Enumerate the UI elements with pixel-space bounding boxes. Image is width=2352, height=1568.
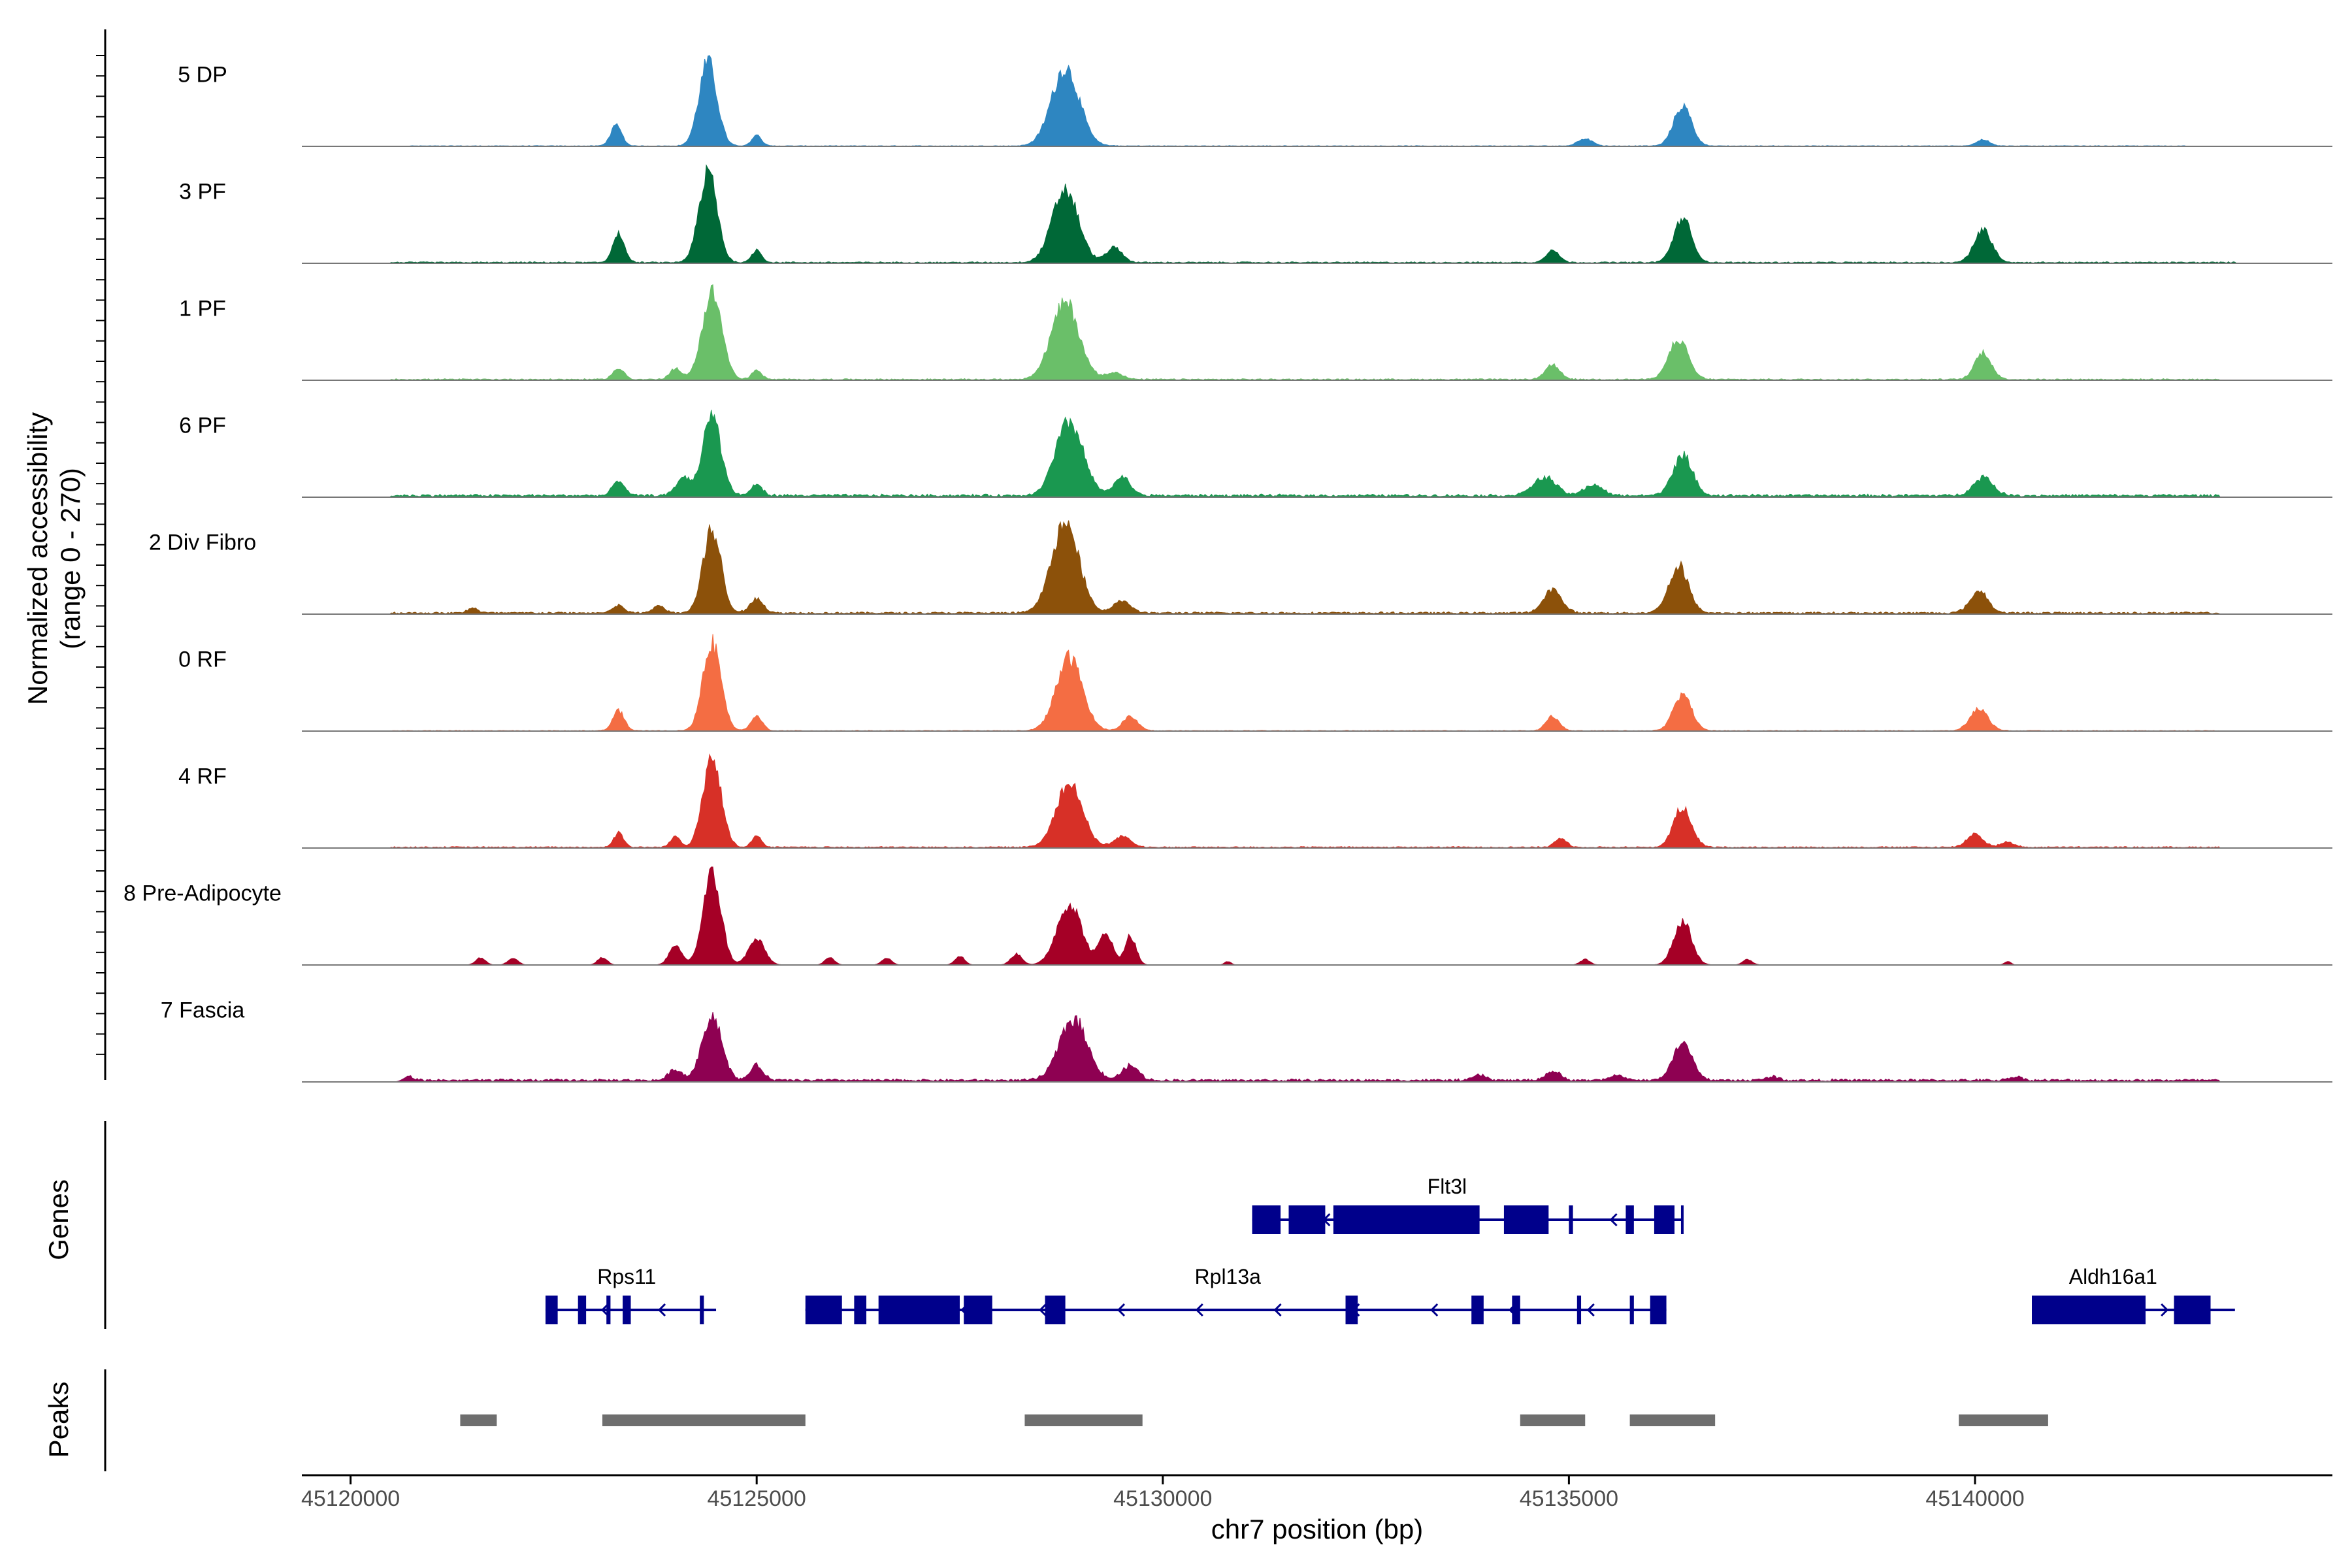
strand-arrow [1273, 1303, 1282, 1317]
gene-exon [1576, 1296, 1582, 1324]
coverage-y-ticks [96, 55, 105, 1055]
coverage-area [302, 164, 2332, 264]
coverage-area [302, 410, 2332, 498]
gene-exon [1512, 1296, 1520, 1324]
gene-flt3l: Flt3l [1252, 1175, 1684, 1234]
gene-exon [1625, 1205, 1634, 1234]
peak-regions [460, 1414, 2048, 1426]
y-axis-range: (range 0 - 270) [55, 468, 86, 649]
gene-exon [1045, 1296, 1066, 1324]
gene-exon [878, 1296, 960, 1324]
coverage-area [302, 753, 2332, 849]
strand-arrow [1586, 1303, 1595, 1317]
gene-exon [578, 1296, 587, 1324]
strand-arrow [600, 1303, 610, 1317]
gene-label: Flt3l [1428, 1175, 1467, 1198]
gene-exon [1252, 1205, 1281, 1234]
gene-exon [1629, 1296, 1634, 1324]
gene-exon [805, 1296, 842, 1324]
x-tick-label: 45140000 [1925, 1486, 2024, 1511]
track-0-rf: 0 RF [178, 634, 2332, 732]
gene-exon [1569, 1205, 1573, 1234]
track-8-pre-adipocyte: 8 Pre-Adipocyte [123, 866, 2332, 966]
peaks-panel-title: Peaks [43, 1382, 74, 1458]
strand-arrow [1117, 1303, 1126, 1317]
track-6-pf: 6 PF [179, 410, 2332, 498]
strand-arrow [1609, 1213, 1618, 1227]
gene-exon [2032, 1296, 2146, 1324]
gene-aldh16a1: Aldh16a1 [2032, 1265, 2235, 1324]
gene-exon [1333, 1205, 1480, 1234]
strand-arrow [657, 1303, 666, 1317]
track-3-pf: 3 PF [179, 164, 2332, 264]
gene-exon [854, 1296, 867, 1324]
track-label: 1 PF [179, 297, 226, 321]
gene-exon [545, 1296, 558, 1324]
track-label: 0 RF [178, 647, 227, 672]
gene-exon [1471, 1296, 1484, 1324]
x-tick-label: 45125000 [708, 1486, 806, 1511]
track-label: 6 PF [179, 414, 226, 438]
coverage-tracks: 5 DP 3 PF 1 PF 6 PF 2 Div Fibro 0 RF 4 RF 8 Pre… [123, 55, 2332, 1083]
coverage-area [302, 520, 2332, 615]
peak-region [1959, 1414, 2048, 1426]
gene-rps11: Rps11 [545, 1265, 717, 1324]
coverage-area [302, 284, 2332, 381]
peak-region [460, 1414, 497, 1426]
gene-rpl13a: Rpl13a [805, 1265, 1667, 1324]
track-label: 3 PF [179, 180, 226, 204]
gene-label: Aldh16a1 [2069, 1265, 2157, 1288]
gene-exon [1503, 1205, 1549, 1234]
gene-exon [1345, 1296, 1358, 1324]
gene-exon [700, 1296, 704, 1324]
strand-arrow [1039, 1303, 1047, 1317]
peak-region [1024, 1414, 1143, 1426]
gene-exon [606, 1296, 611, 1324]
gene-exon [623, 1296, 631, 1324]
x-tick-label: 45130000 [1113, 1486, 1212, 1511]
gene-label: Rps11 [597, 1265, 656, 1288]
track-label: 8 Pre-Adipocyte [123, 881, 282, 906]
y-axis-title: Normalized accessibility [22, 412, 53, 705]
gene-annotations: Flt3l Rps11 Rpl13a Aldh16a1 [545, 1175, 2235, 1324]
strand-arrow [1195, 1303, 1203, 1317]
x-tick-label: 45135000 [1520, 1486, 1618, 1511]
track-label: 4 RF [178, 764, 227, 789]
strand-arrow [2161, 1303, 2169, 1317]
track-7-fascia: 7 Fascia [161, 998, 2332, 1083]
gene-exon [2174, 1296, 2211, 1324]
gene-exon [1288, 1205, 1326, 1234]
peak-region [602, 1414, 806, 1426]
track-label: 7 Fascia [161, 998, 245, 1023]
x-axis-title: chr7 position (bp) [1211, 1514, 1424, 1544]
gene-exon [1680, 1205, 1684, 1234]
track-label: 5 DP [178, 63, 227, 88]
gene-label: Rpl13a [1195, 1265, 1262, 1288]
x-axis-ticks: 45120000 45125000 45130000 45135000 45140000 [301, 1475, 2025, 1511]
track-1-pf: 1 PF [179, 284, 2332, 381]
coverage-area [302, 1012, 2332, 1083]
x-tick-label: 45120000 [301, 1486, 400, 1511]
track-label: 2 Div Fibro [149, 531, 256, 555]
track-4-rf: 4 RF [178, 753, 2332, 849]
strand-arrow [1430, 1303, 1439, 1317]
genes-panel-title: Genes [43, 1179, 74, 1260]
peak-region [1629, 1414, 1716, 1426]
gene-exon [1654, 1205, 1675, 1234]
gene-exon [1650, 1296, 1667, 1324]
peak-region [1520, 1414, 1586, 1426]
track-5-dp: 5 DP [178, 55, 2332, 147]
track-2-div-fibro: 2 Div Fibro [149, 520, 2332, 615]
gene-exon [964, 1296, 992, 1324]
